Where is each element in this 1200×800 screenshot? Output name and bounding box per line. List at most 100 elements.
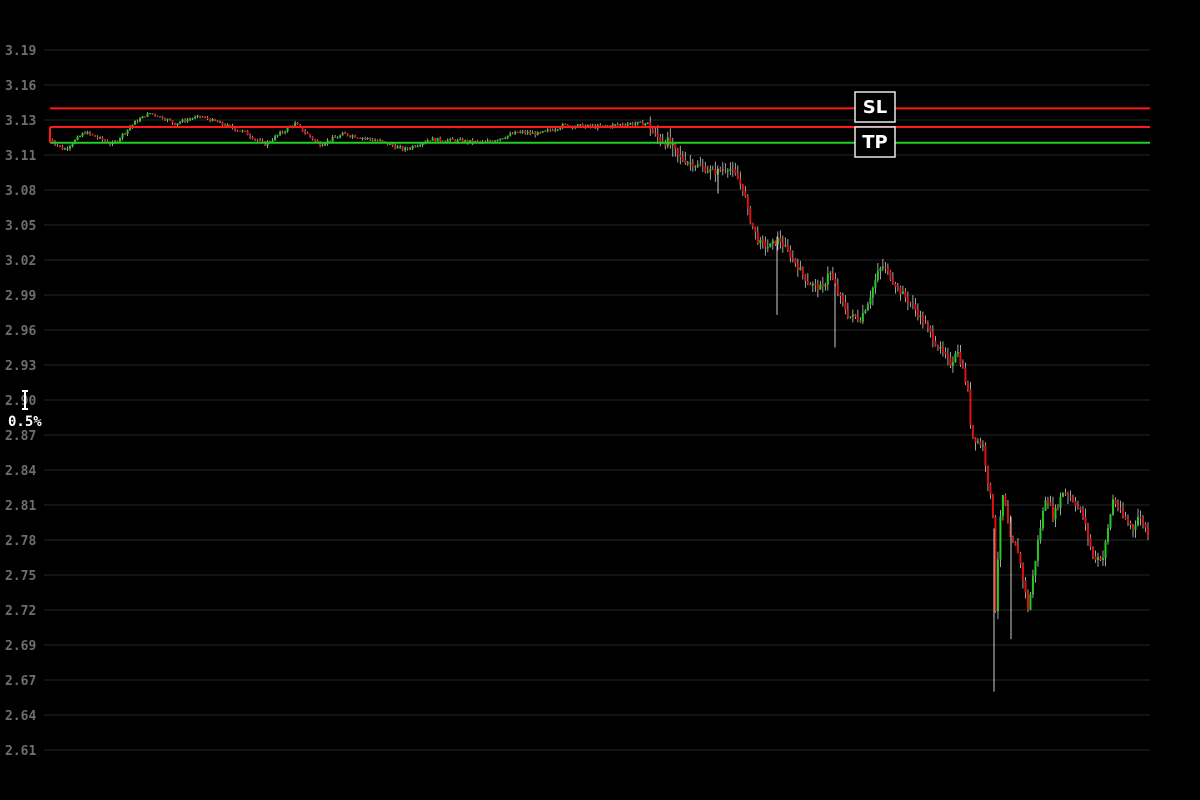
candle-down bbox=[761, 239, 764, 242]
candle-down bbox=[931, 331, 934, 342]
candle-up bbox=[626, 124, 629, 126]
candle-down bbox=[911, 303, 914, 305]
candle-up bbox=[614, 124, 617, 126]
candle-up bbox=[999, 516, 1002, 560]
candle-down bbox=[1074, 500, 1077, 506]
candle-up bbox=[981, 445, 984, 447]
candle-up bbox=[541, 131, 544, 133]
candle-up bbox=[159, 116, 162, 118]
candle-down bbox=[441, 140, 444, 142]
candle-up bbox=[521, 131, 524, 133]
candle-up bbox=[954, 353, 957, 363]
candle-down bbox=[251, 137, 254, 139]
candle-up bbox=[729, 168, 732, 171]
candle-down bbox=[929, 327, 932, 332]
candle-down bbox=[429, 140, 432, 142]
candle-down bbox=[779, 237, 782, 243]
candle-up bbox=[864, 310, 867, 314]
y-tick-label: 2.84 bbox=[5, 464, 36, 479]
candle-down bbox=[844, 302, 847, 311]
candle-down bbox=[281, 131, 284, 133]
candle-down bbox=[651, 129, 654, 134]
candle-down bbox=[1006, 505, 1009, 523]
candle-up bbox=[554, 129, 557, 131]
candle-up bbox=[696, 164, 699, 167]
sl-label-box[interactable] bbox=[854, 91, 896, 123]
candle-up bbox=[694, 166, 697, 168]
candle-down bbox=[91, 134, 94, 136]
candle-down bbox=[846, 310, 849, 318]
candle-down bbox=[461, 139, 464, 143]
scale-indicator: 0.5% bbox=[8, 390, 42, 430]
candle-up bbox=[211, 118, 214, 122]
candle-down bbox=[1051, 505, 1054, 520]
candle-down bbox=[296, 122, 299, 125]
candle-down bbox=[894, 283, 897, 288]
candle-down bbox=[994, 516, 997, 612]
candle-up bbox=[501, 138, 504, 140]
candle-down bbox=[101, 137, 104, 140]
candle-down bbox=[356, 137, 359, 139]
tp-label-box[interactable] bbox=[854, 126, 896, 158]
candle-down bbox=[56, 144, 59, 146]
candle-up bbox=[776, 237, 779, 245]
candle-up bbox=[494, 140, 497, 142]
candle-down bbox=[1131, 525, 1134, 530]
candle-down bbox=[659, 137, 662, 142]
candle-down bbox=[641, 121, 644, 126]
candle-down bbox=[749, 207, 752, 223]
candle-down bbox=[144, 116, 147, 118]
candle-up bbox=[1096, 557, 1099, 560]
candle-down bbox=[371, 139, 374, 141]
candle-down bbox=[731, 168, 734, 170]
candle-up bbox=[1104, 541, 1107, 559]
candles bbox=[49, 112, 1149, 692]
candle-down bbox=[789, 250, 792, 258]
candle-down bbox=[224, 124, 227, 127]
candle-down bbox=[744, 191, 747, 197]
candle-down bbox=[1076, 505, 1079, 508]
candle-down bbox=[304, 131, 307, 133]
candle-down bbox=[1141, 518, 1144, 525]
candle-down bbox=[654, 133, 657, 135]
candle-down bbox=[841, 295, 844, 303]
y-tick-label: 3.08 bbox=[5, 184, 36, 199]
candle-up bbox=[226, 124, 229, 127]
candle-down bbox=[401, 146, 404, 151]
candle-down bbox=[314, 139, 317, 141]
candle-up bbox=[629, 123, 632, 125]
candle-up bbox=[141, 116, 144, 119]
candle-down bbox=[236, 130, 239, 132]
candle-up bbox=[449, 138, 452, 141]
candle-up bbox=[129, 127, 132, 130]
candle-down bbox=[549, 129, 552, 131]
candle-down bbox=[451, 138, 454, 140]
candle-up bbox=[276, 135, 279, 137]
candle-down bbox=[551, 130, 554, 132]
grid bbox=[44, 49, 1150, 751]
candle-up bbox=[71, 143, 74, 147]
candle-down bbox=[676, 148, 679, 155]
candle-down bbox=[491, 141, 494, 143]
candle-down bbox=[1009, 522, 1012, 537]
candle-up bbox=[131, 124, 134, 128]
y-tick-label: 2.99 bbox=[5, 289, 36, 304]
candle-down bbox=[801, 267, 804, 275]
candle-up bbox=[286, 127, 289, 132]
candle-up bbox=[76, 136, 79, 140]
candle-down bbox=[244, 130, 247, 132]
candle-up bbox=[219, 121, 222, 123]
candle-up bbox=[336, 137, 339, 139]
candle-up bbox=[179, 121, 182, 124]
candle-down bbox=[699, 164, 702, 166]
candle-down bbox=[1056, 507, 1059, 509]
candle-down bbox=[1124, 515, 1127, 519]
candle-down bbox=[369, 137, 372, 140]
candle-up bbox=[851, 314, 854, 317]
candle-up bbox=[829, 272, 832, 274]
candle-up bbox=[709, 169, 712, 172]
candle-up bbox=[1136, 517, 1139, 526]
candle-up bbox=[689, 162, 692, 164]
candle-up bbox=[819, 284, 822, 290]
candle-up bbox=[446, 140, 449, 142]
